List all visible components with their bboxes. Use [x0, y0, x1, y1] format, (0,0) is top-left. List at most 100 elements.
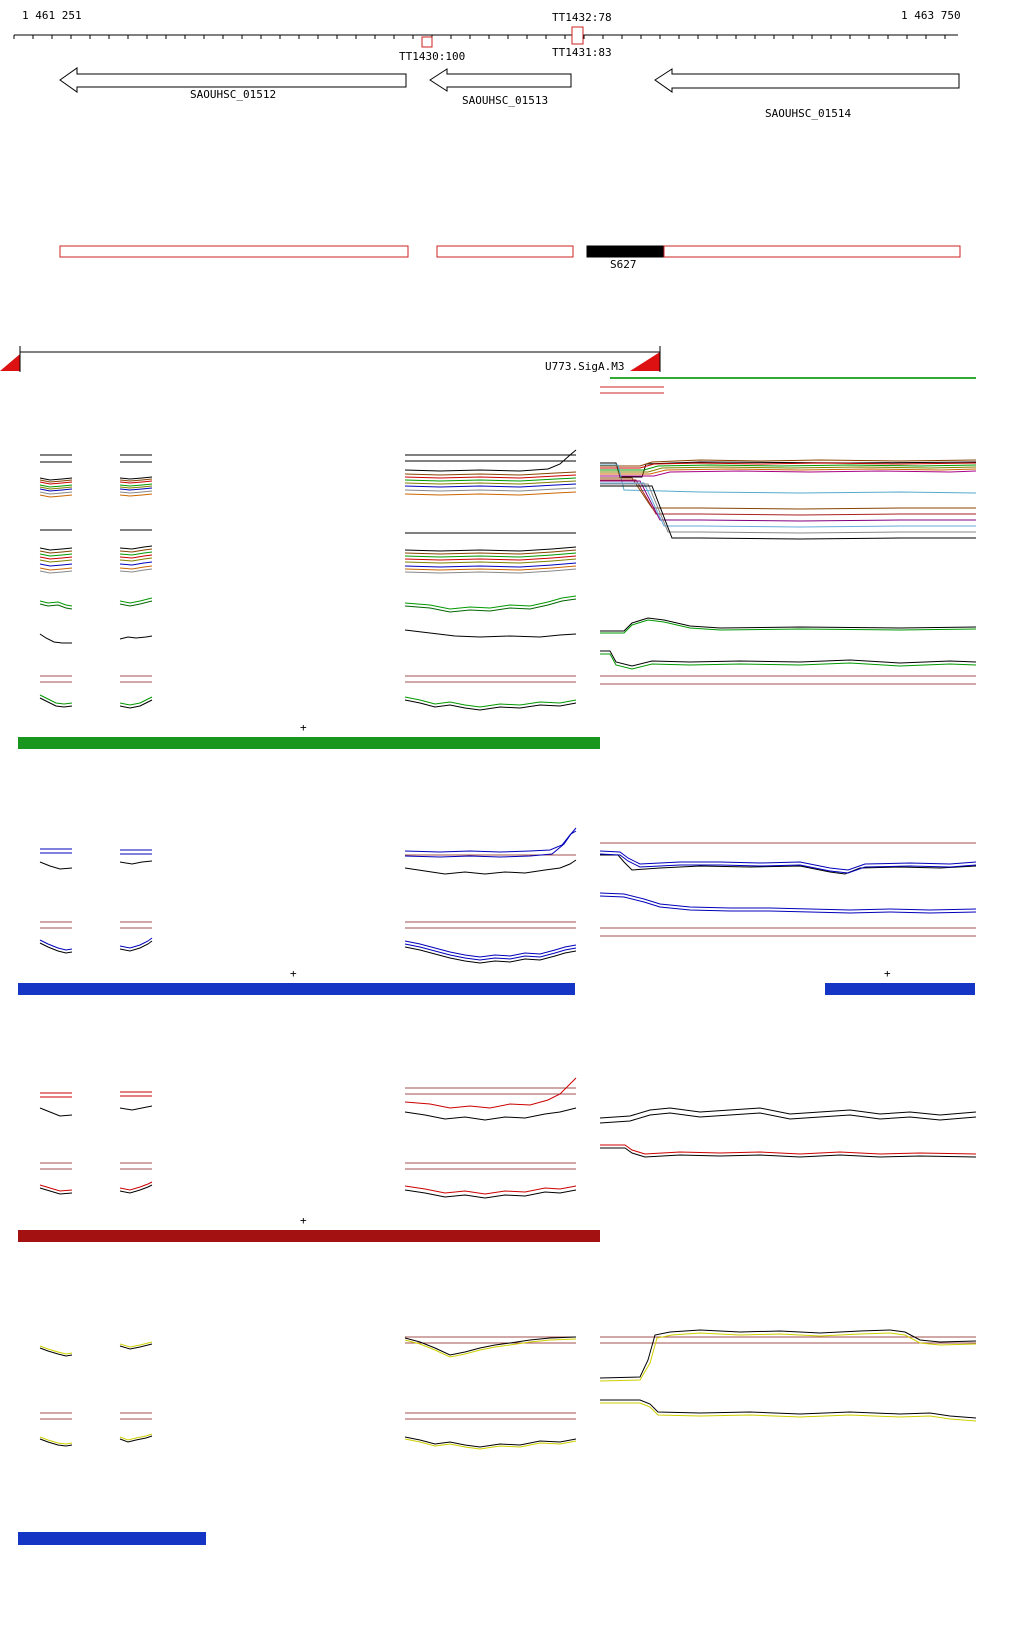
track-line	[404, 696, 577, 708]
track-line	[599, 1107, 977, 1119]
gene-arrow-saouhsc_01512[interactable]	[59, 67, 407, 93]
transcript-flag	[630, 352, 660, 371]
track-line	[600, 1147, 977, 1158]
track-line	[404, 629, 577, 638]
track-line	[119, 476, 153, 480]
track-line	[39, 600, 73, 607]
track-line	[39, 1436, 73, 1445]
gene-arrow-saouhsc_01513[interactable]	[429, 68, 572, 92]
track-line	[119, 1343, 153, 1350]
track-line	[39, 486, 73, 490]
track-line	[599, 853, 977, 874]
track-line	[119, 699, 153, 709]
track-line	[39, 939, 73, 951]
track-line	[39, 547, 73, 551]
track-line	[599, 850, 977, 871]
track-line	[119, 1433, 153, 1441]
track-line	[600, 650, 977, 667]
track-line	[404, 1336, 577, 1356]
track-line	[404, 1077, 577, 1109]
track-line	[119, 557, 153, 562]
track-line	[404, 1338, 577, 1358]
track-line	[600, 1144, 977, 1155]
track-line	[404, 480, 577, 485]
track-line	[119, 493, 153, 497]
transcript-label-u773: U773.SigA.M3	[545, 360, 625, 373]
transcript-flag	[0, 354, 20, 371]
track-line	[119, 480, 153, 484]
terminator-label-tt1431: TT1431:83	[552, 46, 612, 59]
track-line	[404, 565, 577, 571]
track-line	[39, 477, 73, 481]
track-line	[600, 477, 976, 510]
track-line	[119, 565, 153, 570]
track-line	[404, 474, 577, 479]
track-line	[404, 552, 577, 558]
gene-arrow-saouhsc_01514[interactable]	[654, 68, 960, 93]
track-line	[404, 699, 577, 711]
track-line	[39, 481, 73, 485]
track-line	[599, 895, 977, 914]
track-line	[119, 561, 153, 566]
track-line	[39, 479, 73, 483]
track-line	[404, 827, 577, 853]
track-line	[600, 854, 977, 875]
track-line	[119, 545, 153, 550]
track-line	[404, 946, 577, 964]
probe-region-box	[663, 245, 961, 258]
track-line	[600, 482, 976, 528]
plus-strand-marker-blue-left: +	[290, 967, 297, 980]
track-line	[39, 633, 72, 644]
track-line	[39, 491, 73, 495]
track-line	[600, 479, 976, 516]
ruler-marker-box	[571, 26, 584, 45]
track-line	[39, 559, 73, 563]
track-line	[119, 600, 153, 607]
track-line	[600, 1399, 977, 1419]
track-line	[404, 483, 577, 488]
strand-bar	[18, 737, 600, 749]
track-line	[404, 491, 577, 496]
track-line	[404, 549, 577, 555]
track-line	[119, 937, 153, 949]
track-line	[404, 859, 577, 875]
terminator-label-tt1432: TT1432:78	[552, 11, 612, 24]
track-line	[39, 603, 73, 610]
track-line	[599, 1329, 977, 1379]
ruler-marker-box	[421, 36, 433, 48]
track-line	[600, 464, 977, 494]
terminator-label-tt1430: TT1430:100	[399, 50, 466, 63]
track-line	[600, 464, 977, 471]
track-line	[119, 485, 153, 489]
strand-bar	[18, 1230, 600, 1242]
gene-label-saouhsc-01513: SAOUHSC_01513	[462, 94, 549, 107]
track-line	[39, 556, 73, 560]
strand-bar	[18, 1532, 206, 1545]
track-line	[404, 1438, 577, 1450]
track-line	[600, 619, 977, 634]
track-line	[39, 567, 73, 571]
track-line	[599, 1112, 977, 1124]
probe-region-box	[59, 245, 409, 258]
track-line	[600, 470, 977, 477]
track-line	[119, 696, 153, 706]
track-line	[600, 466, 977, 473]
track-line	[39, 553, 73, 557]
track-line	[119, 551, 153, 556]
track-line	[404, 1436, 577, 1448]
track-line	[404, 568, 577, 574]
track-line	[404, 943, 577, 961]
probe-region-box	[586, 245, 665, 258]
track-line	[600, 480, 976, 522]
ruler-end-coordinate: 1 463 750	[901, 9, 961, 22]
track-line	[404, 595, 577, 610]
track-line	[119, 1105, 153, 1111]
track-line	[599, 1332, 977, 1382]
track-line	[39, 488, 73, 492]
track-line	[119, 940, 153, 952]
track-line	[404, 558, 577, 564]
track-line	[404, 1189, 577, 1199]
track-line	[600, 462, 977, 469]
